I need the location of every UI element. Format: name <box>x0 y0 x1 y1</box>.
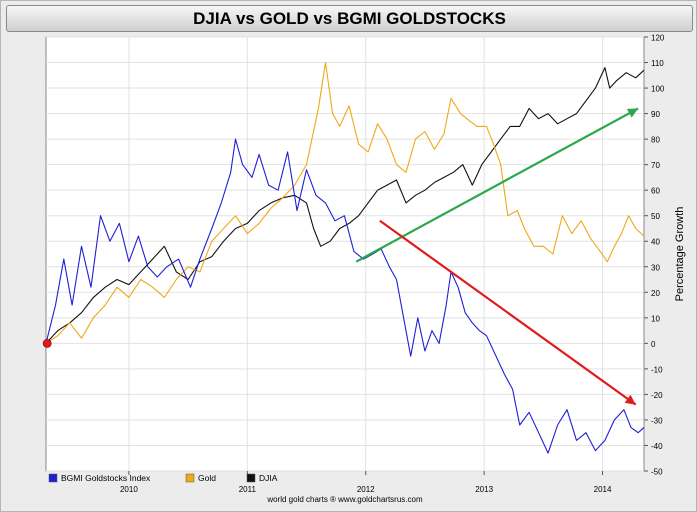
series-line-0 <box>45 138 645 454</box>
y-tick-label: 30 <box>651 263 660 272</box>
series-line-1 <box>45 61 645 344</box>
legend-swatch-0 <box>48 473 58 483</box>
y-tick-label: 120 <box>651 34 665 43</box>
y-tick-label: 60 <box>651 187 660 196</box>
trend-arrow-0 <box>355 107 639 263</box>
y-tick-label: 110 <box>651 59 664 68</box>
y-tick-label: 10 <box>651 314 660 323</box>
y-tick-label: 20 <box>651 289 660 298</box>
y-tick-label: 80 <box>651 136 660 145</box>
x-tick-label: 2011 <box>239 485 257 494</box>
x-tick-label: 2014 <box>594 485 612 494</box>
y-tick-label: -30 <box>651 416 663 425</box>
y-tick-label: 50 <box>651 212 660 221</box>
trend-arrow-1 <box>379 219 637 406</box>
y-tick-label: 70 <box>651 161 660 170</box>
y-tick-label: -10 <box>651 365 663 374</box>
y-tick-label: -50 <box>651 468 663 477</box>
plot-area <box>45 36 645 472</box>
x-tick-label: 2010 <box>120 485 138 494</box>
y-tick-label: -40 <box>651 442 663 451</box>
legend-label-2: DJIA <box>259 473 278 483</box>
x-tick-label: 2012 <box>357 485 375 494</box>
legend-swatch-1 <box>185 473 195 483</box>
series-line-2 <box>45 67 645 344</box>
legend-label-0: BGMI Goldstocks Index <box>61 473 151 483</box>
legend-swatch-2 <box>246 473 256 483</box>
y-tick-label: -20 <box>651 391 663 400</box>
y-tick-label: 100 <box>651 85 665 94</box>
start-marker <box>42 338 52 348</box>
legend: BGMI Goldstocks Index Gold DJIA <box>48 473 278 483</box>
x-tick-label: 2013 <box>475 485 493 494</box>
y-axis-label: Percentage Growth <box>674 207 686 302</box>
trend-arrowhead-1 <box>624 394 636 405</box>
trend-arrowhead-0 <box>626 108 639 118</box>
y-tick-label: 90 <box>651 110 660 119</box>
y-tick-label: 40 <box>651 238 660 247</box>
footer-credit: world gold charts ® www.goldchartsrus.co… <box>266 495 423 504</box>
chart-title: DJIA vs GOLD vs BGMI GOLDSTOCKS <box>6 5 693 32</box>
y-tick-label: 0 <box>651 340 656 349</box>
legend-label-1: Gold <box>198 473 216 483</box>
